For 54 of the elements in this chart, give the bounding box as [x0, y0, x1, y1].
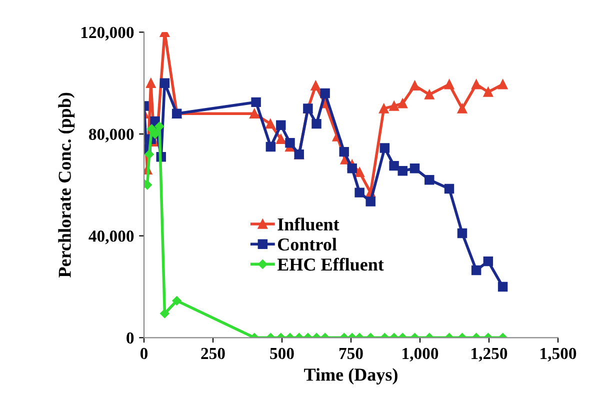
point [144, 150, 154, 159]
x-tick-label: 1,250 [472, 348, 508, 362]
x-axis-title: Time (Days) [304, 368, 398, 384]
point [398, 166, 408, 176]
x-tick-label: 1,000 [402, 348, 438, 362]
point [347, 164, 357, 174]
point [380, 143, 390, 153]
point [389, 101, 399, 111]
point [160, 78, 170, 88]
point [310, 80, 321, 90]
point [444, 184, 454, 194]
point [498, 79, 508, 90]
point [339, 146, 349, 157]
point [410, 80, 420, 90]
legend-label: EHC Effluent [277, 258, 384, 271]
point [146, 78, 156, 88]
point [354, 167, 364, 178]
point [398, 98, 408, 108]
x-tick-label: 250 [201, 348, 225, 360]
point [276, 134, 286, 144]
x-tick-label: 500 [270, 348, 294, 360]
point [250, 108, 260, 118]
x-tick-label: 750 [339, 348, 363, 360]
y-tick-label: 80,000 [89, 128, 134, 142]
point [471, 79, 482, 90]
y-tick-label: 120,000 [81, 26, 134, 41]
point [354, 188, 364, 198]
y-tick-label: 40,000 [88, 230, 134, 244]
y-axis-title: Perchlorate Conc. (ppb) [58, 92, 75, 278]
point [320, 88, 330, 98]
y-tick-label: 0 [126, 332, 134, 344]
point [471, 265, 482, 276]
point [424, 174, 434, 185]
legend-label: Influent [278, 218, 340, 231]
point [285, 138, 295, 148]
point [266, 142, 276, 152]
point [457, 104, 468, 114]
legend-label: Control [278, 238, 337, 251]
point [251, 97, 261, 108]
point [389, 160, 399, 171]
point [312, 118, 322, 129]
point [457, 228, 468, 238]
point [498, 282, 508, 292]
point [276, 120, 286, 130]
point [266, 118, 276, 129]
x-tick-label: 1,500 [540, 348, 576, 362]
x-tick-label: 0 [140, 348, 148, 360]
point [483, 87, 494, 97]
point [410, 164, 420, 174]
point [424, 90, 434, 100]
point [444, 79, 454, 90]
point [366, 196, 376, 206]
point [378, 104, 389, 114]
point [483, 256, 494, 266]
